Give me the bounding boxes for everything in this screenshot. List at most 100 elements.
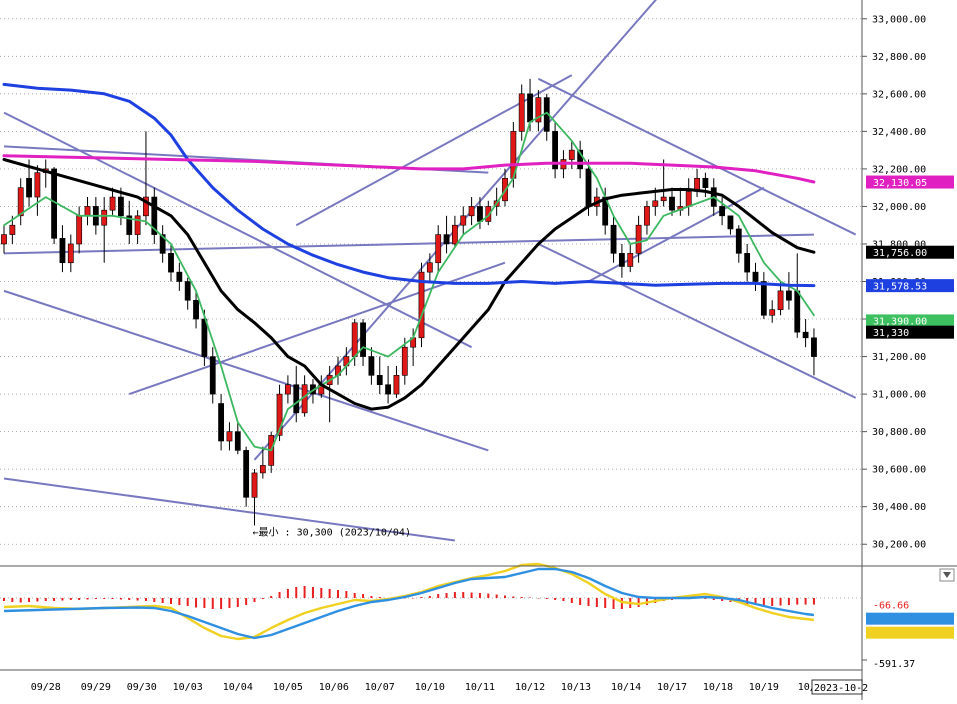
price-tick-label: 32,800.00	[872, 52, 926, 63]
candle-body	[811, 337, 817, 357]
candle-body	[168, 253, 174, 273]
osc-histogram-bar	[512, 596, 515, 598]
candle-body	[209, 356, 216, 395]
osc-line-badge	[866, 626, 954, 639]
candle	[635, 215, 642, 263]
candle	[669, 187, 675, 216]
candle-body	[393, 375, 400, 395]
candle	[134, 210, 141, 244]
candle	[552, 121, 558, 179]
osc-histogram-bar	[345, 591, 348, 598]
date-tick-label: 10/04	[223, 682, 253, 693]
osc-histogram-bar	[378, 597, 381, 598]
candle	[251, 469, 258, 526]
osc-histogram-bar	[779, 598, 782, 606]
candle	[293, 365, 300, 423]
date-tick-label: 10/14	[611, 682, 641, 693]
ma-line-4	[2, 154, 816, 184]
osc-signal-badge	[866, 612, 954, 625]
annotations: ←最小 : 30,300 (2023/10/04)	[253, 526, 411, 538]
osc-histogram-bar	[370, 596, 373, 598]
price-tick-label: 30,800.00	[872, 427, 926, 438]
candle	[226, 422, 233, 451]
osc-histogram-bar	[487, 593, 490, 598]
candle-body	[276, 393, 283, 436]
candle	[376, 356, 383, 395]
candle	[34, 165, 41, 216]
candle-body	[535, 97, 542, 123]
price-tick-label: 32,400.00	[872, 127, 926, 138]
osc-histogram-bar	[86, 598, 89, 600]
candle-body	[376, 375, 383, 386]
candle-body	[627, 253, 634, 267]
osc-histogram-bar	[704, 598, 707, 599]
date-tick-label: 10/05	[273, 682, 303, 693]
candle	[101, 197, 108, 263]
candle	[435, 225, 442, 273]
candle-body	[176, 271, 183, 282]
osc-histogram-bar	[796, 598, 799, 605]
candle-body	[735, 228, 742, 254]
triangle-down-icon	[943, 572, 951, 578]
current-price-labels: 32,130.05 31,756.00 31,578.53 31,390.0031,3…	[866, 175, 954, 339]
osc-histogram-bar	[495, 594, 498, 598]
candle	[401, 337, 408, 385]
price-tick-label: 32,600.00	[872, 89, 926, 100]
candle	[627, 243, 634, 273]
candle-body	[644, 206, 650, 226]
candle	[209, 347, 216, 404]
candle	[234, 422, 241, 455]
candle	[243, 446, 250, 507]
candle-body	[785, 290, 792, 301]
ma-line-3	[2, 82, 816, 288]
trend-line	[3, 233, 814, 255]
candle	[618, 243, 625, 278]
price-badge	[866, 279, 954, 293]
date-tick-label: 10/12	[515, 682, 545, 693]
candle-body	[577, 149, 584, 170]
candle-body	[351, 322, 358, 357]
candle	[610, 215, 617, 263]
candle	[460, 206, 467, 235]
candle-body	[460, 215, 467, 226]
candle	[218, 394, 224, 451]
osc-histogram-bar	[286, 589, 289, 598]
candle-body	[485, 206, 492, 222]
date-end-badge	[811, 679, 863, 695]
candle-body	[184, 281, 191, 301]
candle-body	[134, 215, 141, 235]
candle	[368, 347, 375, 385]
candle-body	[518, 93, 525, 132]
date-tick-label: 09/28	[31, 682, 61, 693]
candle	[193, 290, 199, 329]
candle-body	[293, 384, 300, 414]
osc-histogram-bar	[53, 598, 56, 601]
candle	[385, 365, 391, 404]
panel-collapse-button[interactable]	[939, 568, 955, 582]
price-tick-label: 30,400.00	[872, 502, 926, 513]
candle	[443, 215, 450, 254]
price-tick-label: 31,800.00	[872, 239, 926, 250]
osc-histogram-bar	[203, 598, 206, 608]
candle	[284, 375, 291, 404]
candle	[109, 187, 116, 216]
candle-body	[443, 234, 450, 245]
price-badge	[866, 175, 954, 189]
candle-body	[259, 465, 266, 474]
osc-histogram-bar	[579, 598, 582, 605]
candle	[468, 197, 475, 226]
candle-body	[719, 206, 725, 217]
candle	[184, 277, 191, 310]
candle	[785, 272, 792, 310]
candle-body	[226, 431, 233, 442]
osc-histogram-bar	[462, 592, 465, 598]
candle-body	[426, 262, 433, 273]
candle	[752, 262, 759, 291]
candle-body	[201, 318, 208, 357]
candle	[126, 200, 133, 244]
candle-body	[777, 290, 784, 310]
osc-histogram-bar	[721, 598, 724, 601]
osc-histogram-bar	[28, 598, 31, 602]
osc-histogram-bar	[136, 598, 139, 601]
